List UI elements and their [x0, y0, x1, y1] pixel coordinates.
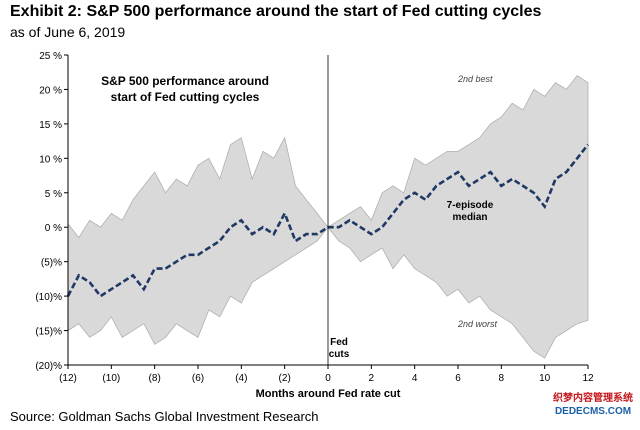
y-tick-label: (15)%: [35, 327, 62, 338]
label-2nd-worst: 2nd worst: [457, 319, 498, 329]
x-tick-label: (8): [149, 373, 161, 384]
label-cuts: cuts: [329, 349, 350, 360]
watermark: 织梦内容管理系统 DEDECMS.COM: [548, 392, 638, 418]
x-tick-label: 0: [325, 373, 331, 384]
x-tick-label: 8: [499, 373, 505, 384]
y-tick-label: 25 %: [39, 51, 62, 62]
y-tick-label: 0 %: [45, 223, 62, 234]
label-2nd-best: 2nd best: [457, 74, 493, 84]
x-tick-label: 2: [369, 373, 375, 384]
label-median-2: median: [452, 212, 487, 223]
x-tick-label: (4): [235, 373, 247, 384]
y-tick-label: (5)%: [41, 258, 62, 269]
label-median-1: 7-episode: [447, 200, 494, 211]
y-tick-label: 10 %: [39, 154, 62, 165]
y-tick-label: 5 %: [45, 189, 62, 200]
x-tick-label: 12: [582, 373, 594, 384]
x-tick-label: (6): [192, 373, 204, 384]
watermark-line1: 织梦内容管理系统: [553, 393, 633, 404]
y-tick-label: 20 %: [39, 85, 62, 96]
chart-inner-title-line2: start of Fed cutting cycles: [111, 90, 260, 104]
y-tick-group: (20)% (15)% (10)% (5)% 0 % 5 % 10 % 15 % 20 % 25 …: [35, 51, 68, 372]
x-tick-label: (2): [279, 373, 291, 384]
performance-range-band: [67, 75, 589, 359]
watermark-line2: DEDECMS.COM: [554, 406, 632, 417]
chart-inner-title-line1: S&P 500 performance around: [101, 74, 269, 88]
x-tick-label: 6: [455, 373, 461, 384]
label-fed: Fed: [330, 337, 348, 348]
source-note: Source: Goldman Sachs Global Investment …: [10, 409, 319, 424]
x-tick-label: (12): [59, 373, 77, 384]
y-tick-label: (20)%: [35, 361, 62, 372]
y-tick-label: (10)%: [35, 292, 62, 303]
x-tick-label: 10: [539, 373, 551, 384]
x-axis-label: Months around Fed rate cut: [256, 388, 401, 400]
exhibit-title: Exhibit 2: S&P 500 performance around th…: [10, 3, 542, 20]
sp500-chart: (20)% (15)% (10)% (5)% 0 % 5 % 10 % 15 % 20 % 25 …: [35, 51, 594, 400]
x-tick-group: (12) (10) (8) (6) (4) (2) 0 2 4 6 8 10 12: [59, 365, 594, 384]
y-tick-label: 15 %: [39, 120, 62, 131]
x-tick-label: 4: [412, 373, 418, 384]
exhibit-subtitle: as of June 6, 2019: [10, 24, 126, 40]
x-tick-label: (10): [102, 373, 120, 384]
